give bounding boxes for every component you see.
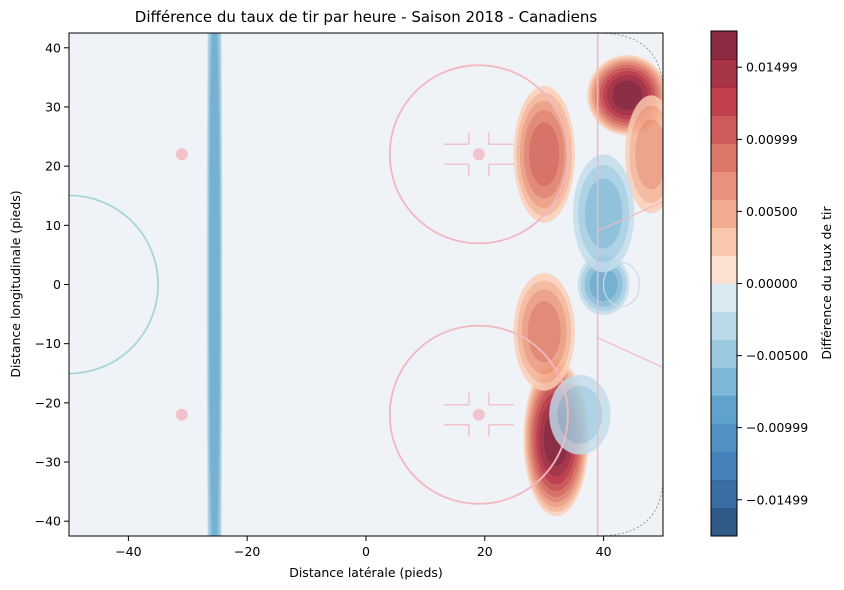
colorbar-band [711, 367, 737, 397]
faceoff-dot [175, 148, 188, 161]
colorbar-band [711, 59, 737, 88]
plot-area [68, 32, 664, 537]
x-tick-label: 40 [596, 544, 612, 559]
hotspot-positive [513, 272, 575, 391]
crease-line [597, 201, 663, 232]
colorbar: −0.01499 −0.00999 −0.00500 0.00000 0.00500 0.… [710, 30, 834, 537]
colorbar-band [711, 31, 737, 60]
hotspot-negative [572, 154, 635, 273]
faceoff-dot [472, 148, 485, 161]
colorbar-band [711, 311, 737, 341]
x-tick-label: −20 [234, 544, 260, 559]
colorbar-band [711, 115, 737, 144]
colorbar-tick-label: 0.00999 [746, 132, 798, 147]
y-tick-label: 10 [45, 218, 61, 233]
x-axis: −40 −20 0 20 40 [115, 536, 612, 559]
faceoff-circle [388, 324, 569, 505]
hotspot-positive [625, 95, 663, 214]
hotspot-negative [549, 374, 611, 455]
y-tick-label: −40 [35, 514, 61, 529]
colorbar-tick-label: −0.01499 [746, 492, 808, 507]
y-axis: −40 −30 −20 −10 0 10 20 30 40 [35, 40, 69, 529]
colorbar-bands [711, 31, 737, 537]
x-axis-label: Distance latérale (pieds) [289, 565, 443, 580]
colorbar-band [711, 227, 737, 256]
y-tick-label: −20 [35, 395, 61, 410]
colorbar-band [711, 423, 737, 453]
crease-line [597, 337, 663, 368]
colorbar-ticks: −0.01499 −0.00999 −0.00500 0.00000 0.00500 0.… [737, 60, 808, 507]
y-tick-label: 40 [45, 40, 61, 55]
colorbar-band [711, 339, 737, 369]
colorbar-band [711, 395, 737, 425]
faceoff-circle [388, 64, 569, 245]
y-tick-label: 0 [53, 277, 61, 292]
colorbar-band [711, 143, 737, 172]
x-tick-label: 20 [477, 544, 493, 559]
y-tick-label: 30 [45, 99, 61, 114]
colorbar-band [711, 283, 737, 313]
faceoff-dot [175, 408, 188, 421]
x-tick-label: −40 [115, 544, 141, 559]
heatmap-layer [206, 33, 663, 536]
colorbar-tick-label: 0.00500 [746, 204, 798, 219]
goal-crease [602, 261, 641, 308]
colorbar-band [711, 479, 737, 509]
x-tick-label: 0 [362, 544, 370, 559]
colorbar-band [711, 451, 737, 481]
faceoff-circle [69, 194, 159, 375]
colorbar-band [711, 199, 737, 228]
colorbar-band [711, 171, 737, 200]
colorbar-tick-label: −0.00500 [746, 348, 808, 363]
faceoff-dot [472, 408, 485, 421]
colorbar-band [711, 255, 737, 284]
colorbar-label: Différence du taux de tir [819, 206, 834, 360]
colorbar-band [711, 507, 737, 537]
colorbar-tick-label: −0.00999 [746, 420, 808, 435]
colorbar-band [711, 87, 737, 116]
colorbar-tick-label: 0.00000 [746, 276, 798, 291]
y-tick-label: −30 [35, 455, 61, 470]
hotspot-positive [513, 85, 575, 223]
rink-markings [69, 33, 663, 536]
chart-title: Différence du taux de tir par heure - Sa… [135, 8, 598, 26]
y-tick-label: 20 [45, 159, 61, 174]
hotspot-negative [206, 33, 223, 536]
y-tick-label: −10 [35, 336, 61, 351]
colorbar-tick-label: 0.01499 [746, 60, 798, 75]
y-axis-label: Distance longitudinale (pieds) [8, 190, 23, 377]
